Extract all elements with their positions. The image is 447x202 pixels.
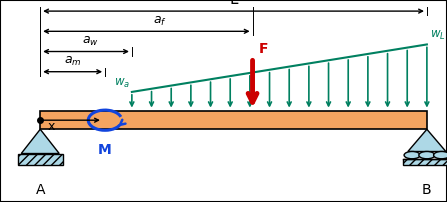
- Text: A: A: [35, 183, 45, 197]
- Text: M: M: [98, 143, 112, 157]
- Polygon shape: [408, 129, 446, 152]
- Text: $w_a$: $w_a$: [114, 77, 130, 90]
- Bar: [403, 159, 447, 165]
- Circle shape: [434, 152, 447, 159]
- Text: $a_f$: $a_f$: [153, 15, 167, 28]
- Text: x: x: [48, 120, 55, 133]
- Text: L: L: [229, 0, 238, 7]
- Polygon shape: [21, 129, 59, 154]
- Circle shape: [404, 152, 420, 159]
- Circle shape: [419, 152, 435, 159]
- Text: F: F: [258, 42, 268, 56]
- Bar: [18, 154, 63, 165]
- Text: $a_m$: $a_m$: [64, 55, 81, 68]
- Text: B: B: [422, 183, 432, 197]
- Text: $a_w$: $a_w$: [82, 35, 99, 48]
- Text: $w_L$: $w_L$: [430, 29, 446, 42]
- Bar: [40, 111, 427, 129]
